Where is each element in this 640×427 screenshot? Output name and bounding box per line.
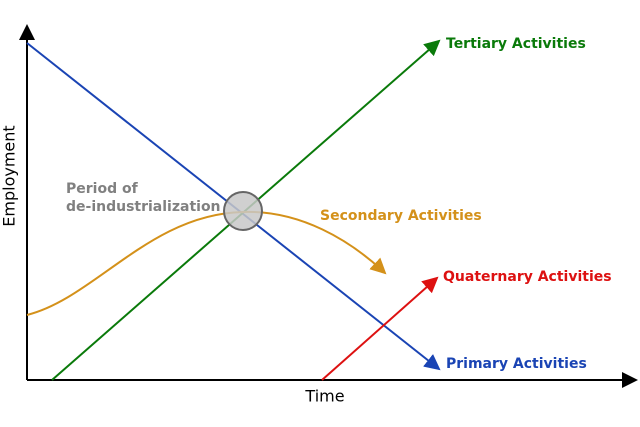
annotation: Period of	[66, 181, 139, 197]
line-label: Secondary Activities	[320, 208, 482, 224]
deindustrialization-marker	[223, 191, 263, 231]
line-label: Primary Activities	[446, 356, 587, 372]
quaternary-line	[321, 276, 439, 381]
y-axis-label: Employment	[0, 125, 19, 226]
line-label: Quaternary Activities	[443, 269, 612, 285]
line-label: Tertiary Activities	[446, 36, 586, 52]
annotation: de-industrialization	[66, 199, 221, 215]
secondary-curve	[26, 210, 387, 316]
x-axis-label: Time	[304, 387, 344, 406]
